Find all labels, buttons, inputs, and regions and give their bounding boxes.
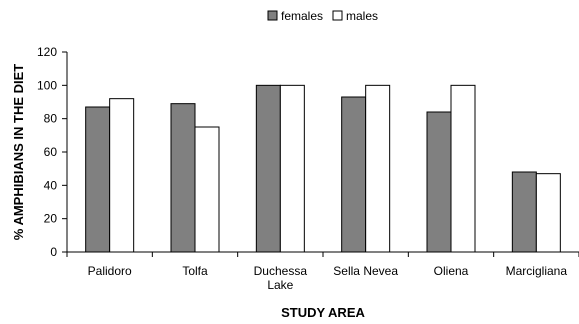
x-axis: Palidoro Tolfa Duchessa Lake Sella Nevea Olie… xyxy=(66,251,579,292)
bar-females xyxy=(85,106,111,253)
bar-males xyxy=(450,84,476,253)
bar-females xyxy=(511,171,537,253)
bar-males xyxy=(535,173,561,253)
bar-males xyxy=(279,84,305,253)
y-tick-label: 20 xyxy=(44,212,58,226)
x-tick-label-line: Palidoro xyxy=(88,264,132,278)
y-axis: 0 20 40 60 80 100 120 xyxy=(37,45,68,259)
y-tick-label: 120 xyxy=(37,45,57,59)
x-tick-label: Palidoro xyxy=(88,264,132,278)
x-tick-label: Tolfa xyxy=(182,264,208,278)
bar-females xyxy=(170,103,196,253)
bar-females xyxy=(341,96,367,253)
x-tick-label-line: Duchessa xyxy=(254,264,308,278)
legend-label-females: females xyxy=(281,9,323,23)
bar-males xyxy=(365,84,391,253)
x-tick-label: Marcigliana xyxy=(506,264,568,278)
chart-legend: females males xyxy=(267,9,378,23)
bar-females xyxy=(255,84,281,253)
y-tick-label: 40 xyxy=(44,178,58,192)
x-axis-title: STUDY AREA xyxy=(281,305,365,320)
legend-label-males: males xyxy=(346,9,378,23)
x-tick-label-line: Marcigliana xyxy=(506,264,568,278)
bar-females xyxy=(426,111,452,253)
y-axis-title: % AMPHIBIANS IN THE DIET xyxy=(11,64,26,241)
x-tick-label-line: Oliena xyxy=(434,264,469,278)
x-tick-label-line: Lake xyxy=(267,278,293,292)
y-tick-label: 80 xyxy=(44,112,58,126)
x-tick-label: Duchessa Lake xyxy=(254,264,308,292)
x-tick-label-line: Sella Nevea xyxy=(333,264,398,278)
x-tick-label: Sella Nevea xyxy=(333,264,398,278)
bar-males xyxy=(109,98,135,253)
x-tick-label: Oliena xyxy=(434,264,469,278)
bar-males xyxy=(194,126,220,253)
legend-swatch-females xyxy=(267,10,278,21)
y-tick-label: 100 xyxy=(37,78,57,92)
y-tick-label: 60 xyxy=(44,145,58,159)
x-tick-label-line: Tolfa xyxy=(182,264,208,278)
y-tick-label: 0 xyxy=(50,245,57,259)
bars-group xyxy=(85,84,561,253)
legend-swatch-males xyxy=(332,10,343,21)
